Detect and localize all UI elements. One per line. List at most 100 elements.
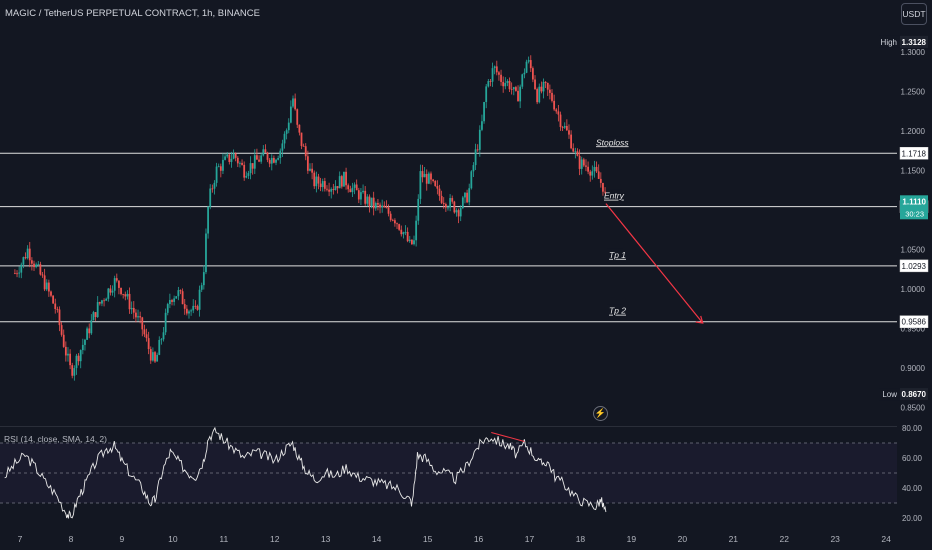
candle-body	[124, 294, 127, 297]
candle-body	[474, 149, 477, 166]
candle-body	[81, 344, 84, 351]
candle-body	[205, 233, 207, 273]
candle-body	[396, 223, 398, 225]
current-price-tag[interactable]: 1.1110	[902, 197, 926, 206]
projection-arrow-line[interactable]	[605, 203, 704, 324]
lightning-icon[interactable]: ⚡	[593, 406, 608, 421]
time-tick-label: 20	[678, 534, 688, 544]
candle-body	[449, 198, 452, 208]
candle-body	[270, 157, 273, 164]
candle-body	[196, 306, 199, 310]
candle-body	[517, 90, 519, 102]
candle-body	[317, 176, 320, 184]
candle-body	[166, 304, 169, 313]
candle-body	[400, 229, 403, 235]
candle-body	[461, 197, 464, 209]
candle-body	[215, 166, 218, 183]
candle-body	[531, 68, 534, 80]
candle-body	[202, 272, 205, 286]
time-tick-label: 11	[219, 534, 228, 544]
candle-body	[249, 163, 252, 174]
candle-body	[145, 334, 148, 339]
candle-body	[168, 300, 171, 305]
candle-body	[447, 207, 449, 209]
candle-body	[264, 149, 267, 153]
price-tick-label: 1.0000	[901, 285, 926, 294]
low-price-tag[interactable]: 0.8670	[902, 390, 927, 399]
candle-body	[521, 74, 524, 87]
candle-body	[470, 171, 473, 189]
level-price-tag[interactable]: 1.1718	[902, 149, 927, 158]
level-label-bg	[607, 248, 623, 260]
rsi-divergence-line[interactable]	[491, 432, 525, 442]
low-price-tag-label-bg	[879, 388, 900, 401]
rsi-legend[interactable]: RSI (14, close, SMA, 14, 2)	[4, 434, 107, 444]
candle-body	[132, 307, 135, 313]
candle-body	[96, 302, 99, 318]
candle-body	[483, 102, 485, 122]
candle-body	[251, 163, 254, 169]
candle-body	[241, 162, 243, 165]
candle-body	[217, 166, 220, 168]
candle-body	[578, 155, 581, 169]
high-price-tag[interactable]: 1.3128	[902, 38, 927, 47]
candle-body	[529, 60, 532, 69]
candle-body	[47, 282, 50, 292]
candle-body	[45, 282, 48, 290]
candle-body	[177, 290, 180, 297]
currency-button[interactable]: USDT	[901, 3, 927, 25]
candle-body	[64, 346, 67, 356]
candle-body	[593, 166, 596, 172]
level-price-tag[interactable]: 0.9586	[902, 318, 927, 327]
low-price-tag-label: Low	[882, 390, 897, 399]
candle-body	[559, 114, 562, 127]
time-tick-label: 24	[881, 534, 891, 544]
candle-body	[262, 149, 265, 156]
candle-body	[122, 294, 125, 295]
candle-body	[321, 181, 324, 188]
time-tick-label: 15	[423, 534, 433, 544]
candle-body	[33, 263, 35, 268]
level-label[interactable]: Stoploss	[596, 137, 629, 147]
candle-body	[551, 92, 553, 101]
candle-body	[478, 129, 481, 150]
level-label[interactable]: Tp 2	[609, 306, 626, 316]
candle-body	[228, 154, 231, 162]
candle-body	[421, 171, 424, 178]
price-tick-label: 0.9500	[901, 325, 926, 334]
symbol-title[interactable]: MAGIC / TetherUS PERPETUAL CONTRACT, 1h,…	[5, 8, 260, 19]
candle-body	[30, 260, 33, 264]
time-tick-label: 10	[168, 534, 178, 544]
candle-body	[313, 172, 316, 187]
candle-body	[268, 159, 271, 164]
candle-body	[377, 203, 379, 205]
rsi-tick-label: 40.00	[902, 484, 923, 493]
candle-body	[181, 291, 184, 305]
level-label[interactable]: Entry	[604, 191, 625, 201]
price-tick-label: 1.2500	[901, 88, 926, 97]
rsi-line[interactable]	[4, 426, 607, 519]
level-label[interactable]: Tp 1	[609, 250, 626, 260]
candle-body	[459, 208, 462, 217]
candle-body	[491, 68, 494, 82]
candle-body	[383, 205, 386, 208]
candle-body	[107, 288, 110, 299]
level-label-bg	[594, 136, 622, 148]
candle-body	[302, 145, 305, 147]
rsi-tick-label: 20.00	[902, 514, 923, 523]
candle-body	[143, 329, 146, 335]
candle-body	[595, 166, 598, 172]
candle-body	[434, 180, 437, 186]
candle-body	[160, 339, 163, 341]
candle-body	[408, 239, 411, 242]
candle-body	[185, 308, 188, 314]
candle-body	[156, 354, 159, 362]
candle-body	[245, 175, 248, 178]
level-price-tag[interactable]: 1.0293	[902, 262, 927, 271]
projection-arrowhead	[695, 315, 704, 324]
candle-body	[103, 300, 105, 302]
candle-body	[287, 122, 290, 131]
candle-body	[372, 197, 375, 209]
